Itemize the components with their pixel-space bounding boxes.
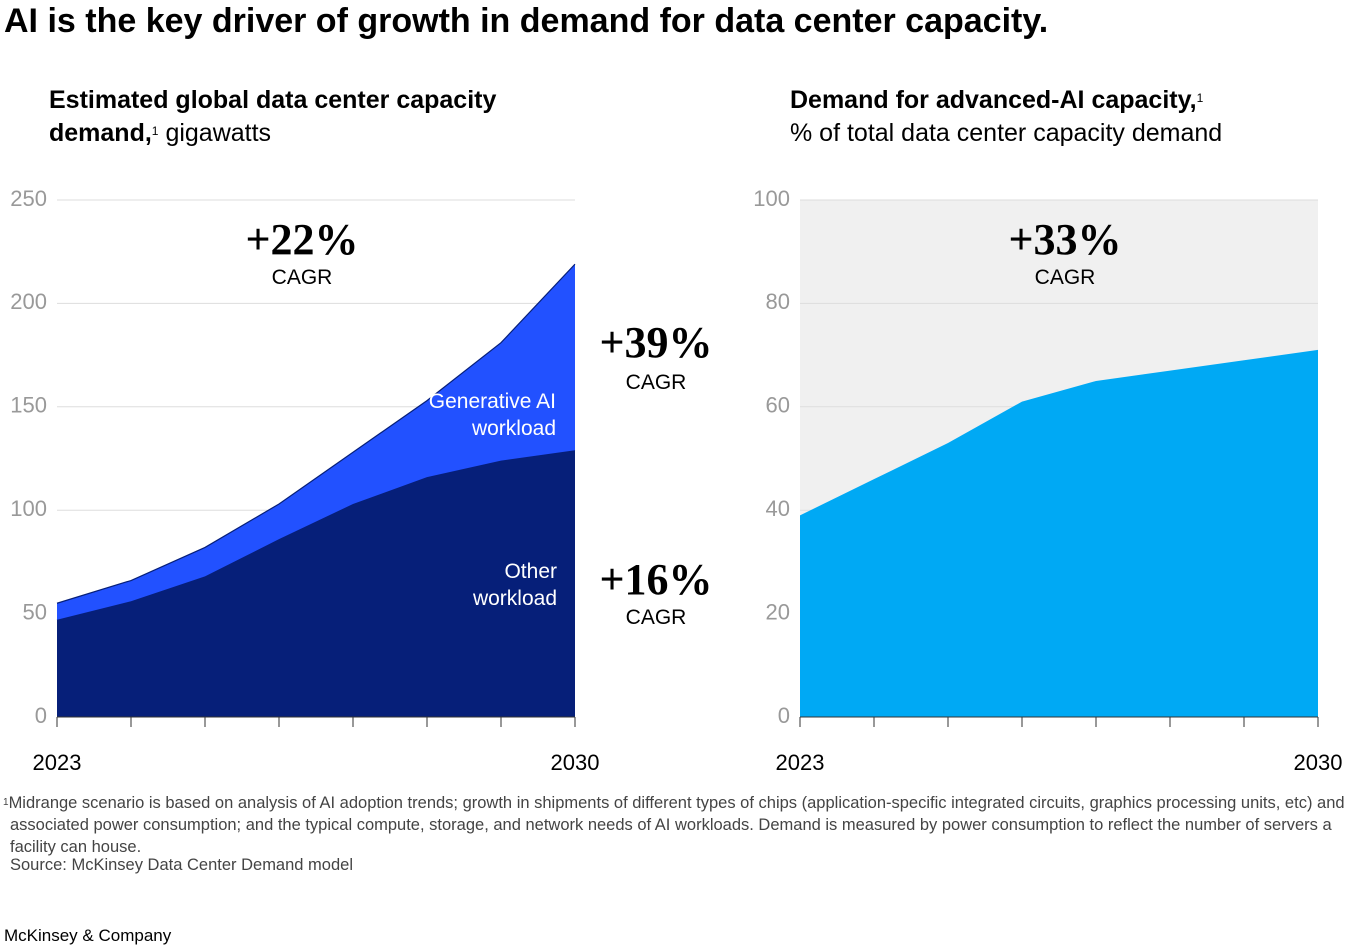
cagr-label: CAGR (625, 371, 687, 394)
chart-subtitle: gigawatts (165, 119, 272, 147)
y-tick-label: 60 (766, 393, 790, 418)
chart-title: Estimated global data center capacity de… (49, 84, 589, 150)
y-tick-label: 200 (10, 289, 47, 314)
cagr-value: +39% (599, 318, 713, 367)
area (800, 349, 1318, 717)
footnote-mark: 1 (151, 124, 159, 138)
brand: McKinsey & Company (4, 926, 172, 945)
cagr-value: +22% (245, 215, 359, 264)
y-tick-label: 100 (10, 496, 47, 521)
x-tick-label: 2023 (33, 750, 82, 775)
cagr-value: +16% (599, 555, 713, 604)
x-tick-label: 2023 (776, 750, 825, 775)
chart-title: Demand for advanced-AI capacity,1 % of to… (790, 84, 1330, 150)
main-title: AI is the key driver of growth in demand… (4, 2, 1049, 40)
y-tick-label: 100 (753, 186, 790, 211)
area-edge (56, 263, 576, 604)
area (57, 264, 575, 620)
chart-title-text: Demand for advanced-AI capacity, (790, 86, 1197, 114)
area (57, 450, 575, 717)
chart-title-text: Estimated global data center capacity de… (49, 86, 497, 147)
cagr-label: CAGR (625, 606, 687, 629)
footnote: 1Midrange scenario is based on analysis … (3, 792, 1345, 858)
chart-subtitle: % of total data center capacity demand (790, 119, 1223, 147)
y-tick-label: 0 (35, 703, 47, 728)
series-label: Generative AI workload (428, 390, 556, 440)
y-tick-label: 80 (766, 289, 790, 314)
y-tick-label: 40 (766, 496, 790, 521)
y-tick-label: 150 (10, 393, 47, 418)
cagr-value: +33% (1008, 215, 1122, 264)
x-tick-label: 2030 (1294, 750, 1343, 775)
x-tick-label: 2030 (551, 750, 600, 775)
footnote-text: Midrange scenario is based on analysis o… (8, 794, 1345, 856)
footnote-mark: 1 (3, 797, 9, 808)
y-tick-label: 0 (778, 703, 790, 728)
cagr-label: CAGR (1034, 266, 1096, 289)
cagr-label: CAGR (271, 266, 333, 289)
y-tick-label: 50 (23, 599, 47, 624)
footnote-mark: 1 (1196, 91, 1204, 105)
series-label: Other workload (472, 560, 557, 610)
source: Source: McKinsey Data Center Demand mode… (10, 856, 353, 874)
y-tick-label: 20 (766, 599, 790, 624)
y-tick-label: 250 (10, 186, 47, 211)
